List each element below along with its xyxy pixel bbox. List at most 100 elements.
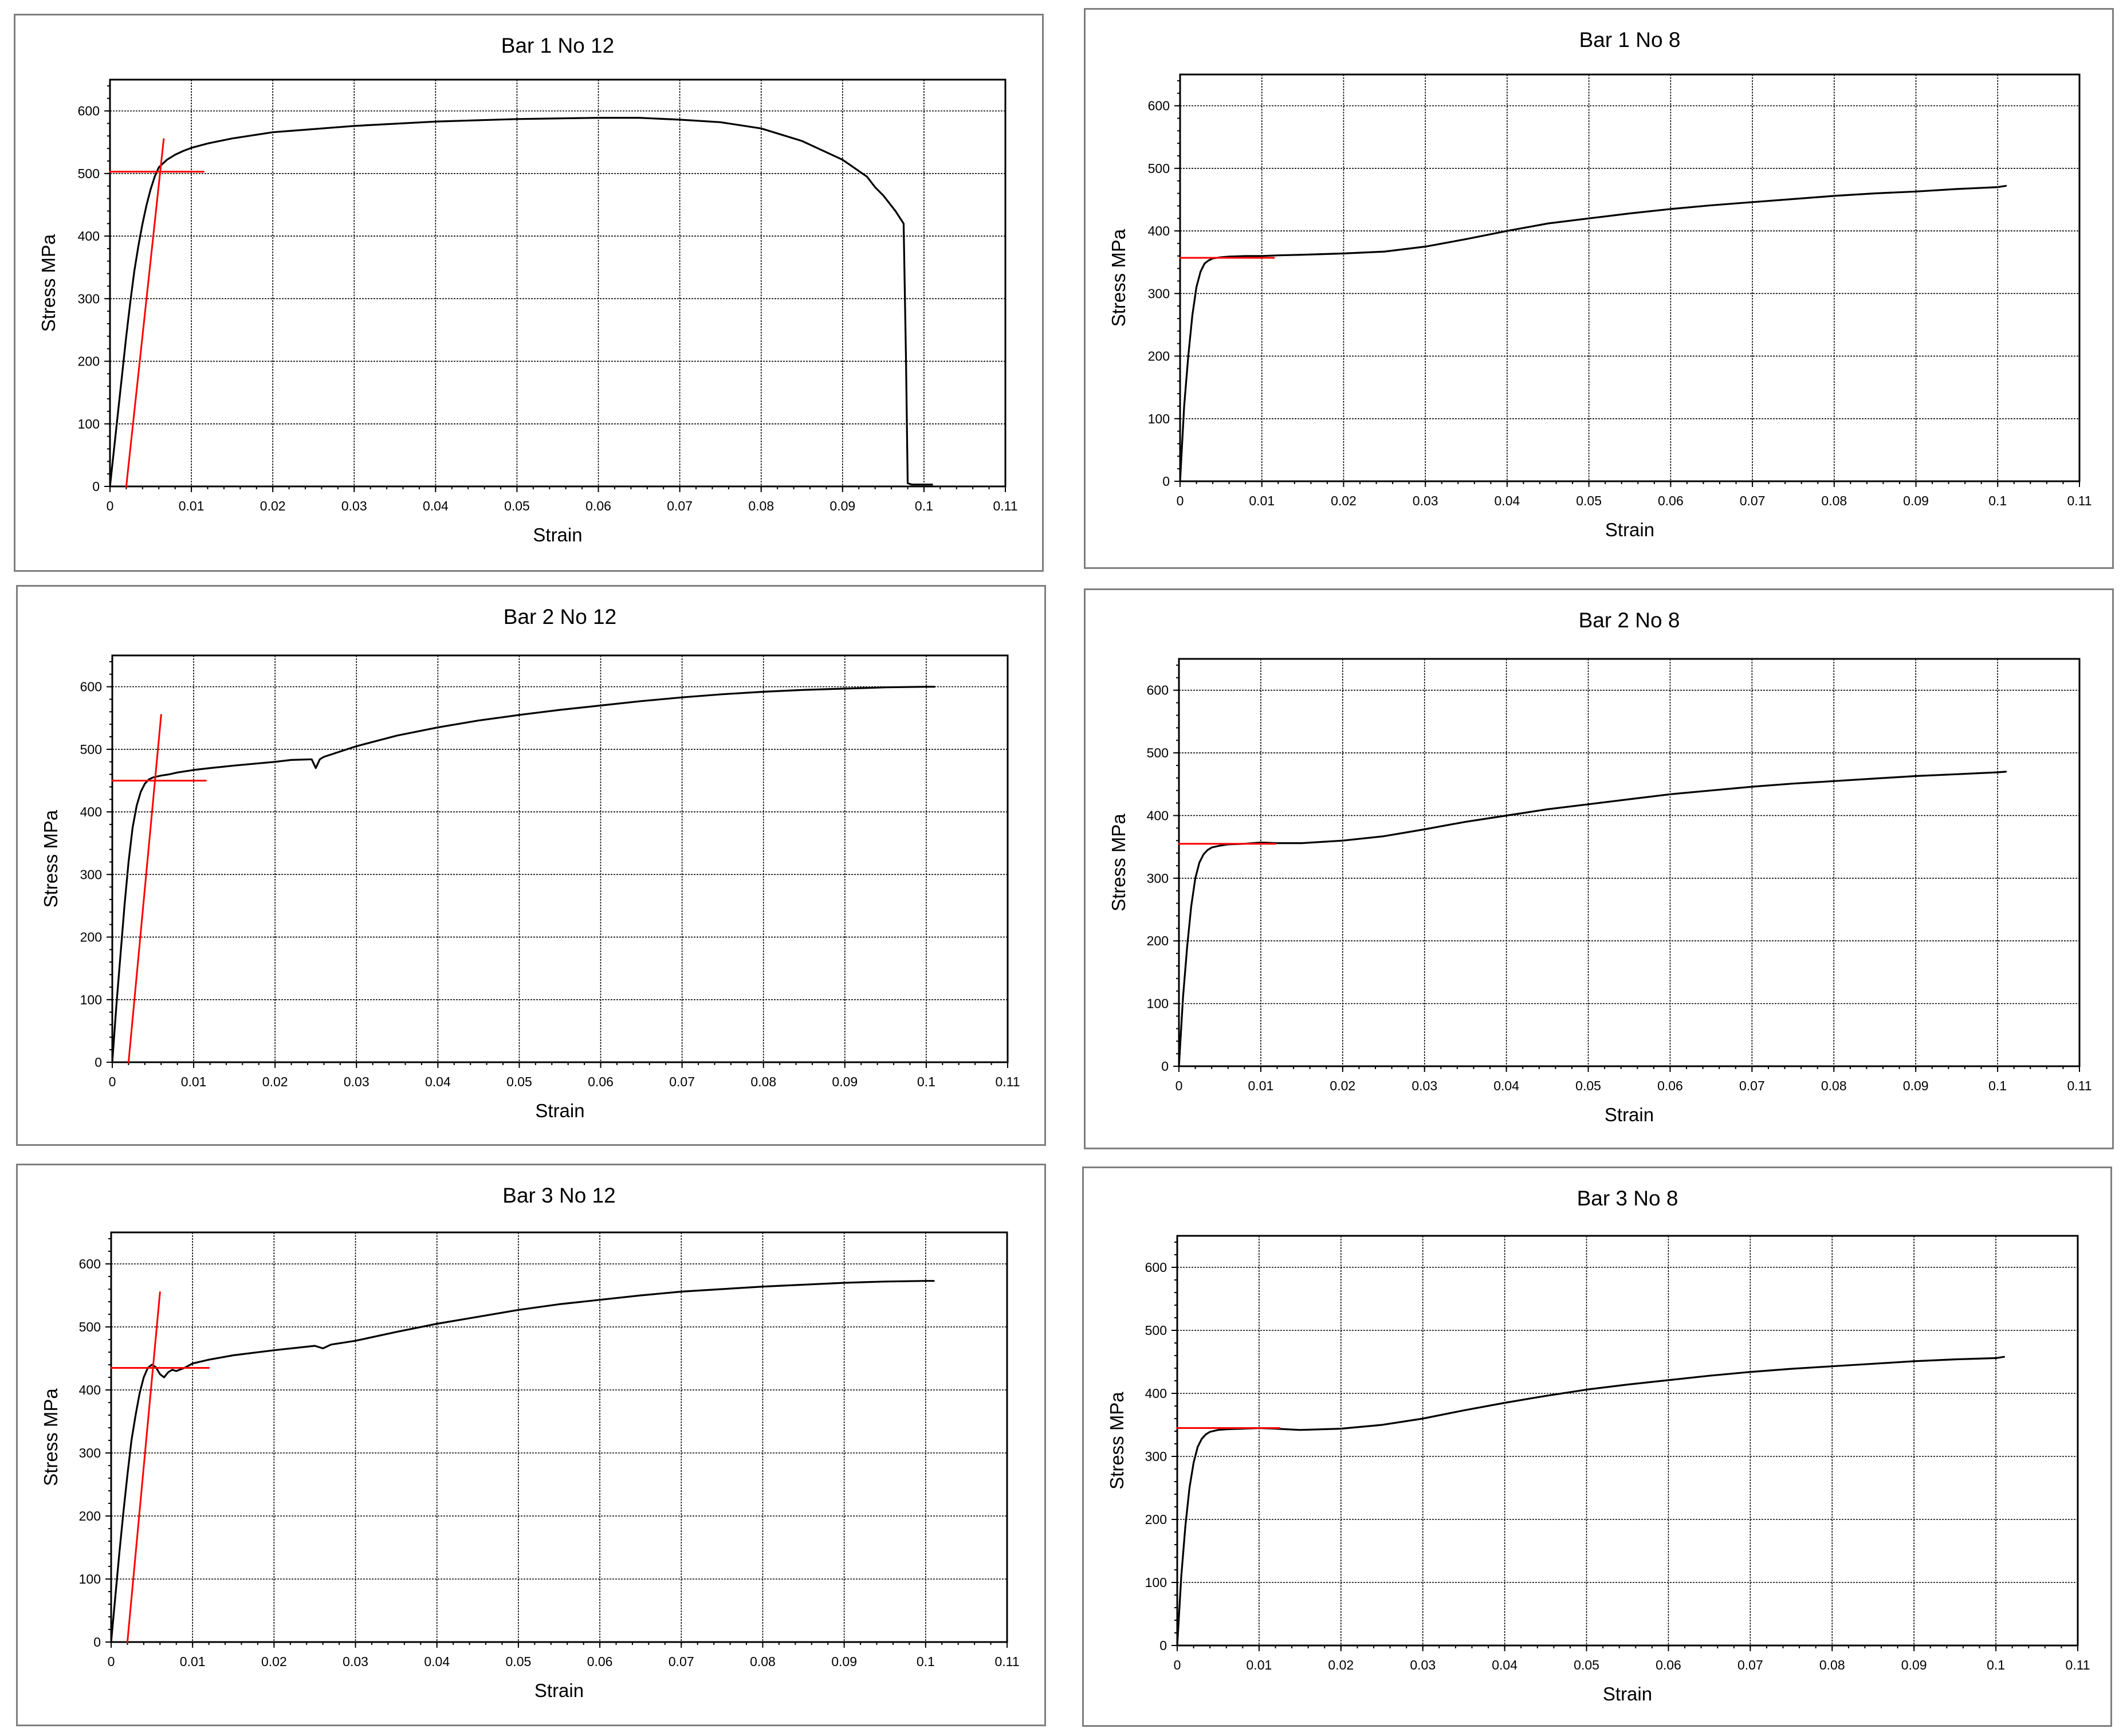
plot-area [1176, 1235, 2079, 1647]
gridlines [112, 655, 1008, 1062]
y-tick-label: 0 [1161, 1059, 1169, 1074]
y-tick-label: 500 [1148, 161, 1170, 176]
x-tick-label: 0.05 [1574, 1658, 1599, 1672]
y-axis-title: Stress MPa [38, 234, 59, 332]
y-tick-label: 200 [80, 930, 102, 945]
x-axis-title: Strain [534, 1680, 584, 1701]
y-tick-label: 100 [80, 992, 102, 1007]
y-axis-title: Stress MPa [40, 1388, 61, 1486]
x-tick-label: 0.02 [260, 498, 286, 513]
chart-title: Bar 2 No 12 [504, 605, 616, 629]
y-tick-label: 500 [1145, 1323, 1167, 1338]
y-tick-label: 300 [80, 867, 102, 882]
y-tick-label: 100 [1148, 411, 1170, 426]
x-tick-label: 0.04 [425, 1074, 451, 1089]
x-tick-label: 0.09 [1903, 1078, 1929, 1093]
y-tick-label: 0 [1162, 474, 1170, 489]
x-tick-label: 0.09 [831, 1654, 857, 1669]
x-axis-title: Strain [1605, 1104, 1654, 1125]
y-tick-label: 600 [79, 1256, 101, 1271]
y-tick-label: 300 [1147, 871, 1169, 886]
x-tick-label: 0.11 [993, 498, 1017, 513]
y-tick-label: 600 [78, 104, 100, 119]
ticks [105, 1238, 1008, 1648]
y-axis-title: Stress MPa [1108, 229, 1129, 327]
y-tick-label: 500 [1147, 745, 1169, 760]
y-tick-label: 0 [1159, 1638, 1167, 1653]
plot-area [109, 78, 1007, 488]
stress-strain-curve [110, 1280, 935, 1643]
x-tick-label: 0.05 [1576, 493, 1602, 508]
stress-strain-curve [109, 117, 933, 488]
x-tick-label: 0.08 [748, 498, 774, 513]
x-tick-label: 0.1 [915, 498, 933, 513]
chart-5: 0 0.01 0.02 0.03 0.04 0.05 0.06 0.07 0.08 0.09 0.1… [16, 1164, 1046, 1726]
ticks [1171, 1242, 2078, 1651]
x-tick-label: 0.01 [181, 1074, 207, 1089]
ticks [1173, 664, 2080, 1072]
x-tick-label: 0.05 [506, 1074, 532, 1089]
ticks [1174, 80, 2080, 487]
construction-line [127, 714, 162, 1063]
y-tick-label: 500 [79, 1319, 101, 1334]
x-tick-label: 0.05 [506, 1654, 532, 1669]
y-tick-label: 300 [78, 291, 100, 306]
y-tick-label: 100 [1147, 996, 1169, 1011]
x-axis-title: Strain [1603, 1683, 1652, 1704]
x-tick-label: 0.11 [995, 1074, 1020, 1089]
y-tick-label: 500 [80, 742, 102, 757]
y-tick-label: 400 [78, 229, 100, 243]
chart-2: 0 0.01 0.02 0.03 0.04 0.05 0.06 0.07 0.08 0.09 0.1… [1084, 8, 2114, 569]
x-tick-label: 0.07 [669, 1074, 695, 1089]
x-tick-label: 0.07 [1740, 493, 1766, 508]
x-tick-label: 0.07 [1739, 1078, 1765, 1093]
y-tick-label: 300 [79, 1446, 101, 1460]
y-axis-title: Stress MPa [1108, 814, 1129, 912]
x-axis-title: Strain [533, 524, 582, 545]
x-tick-label: 0.11 [2065, 1658, 2090, 1672]
stress-strain-curve [1176, 1356, 2006, 1647]
x-tick-label: 0 [109, 1074, 116, 1089]
stress-strain-curve [111, 686, 935, 1063]
x-tick-label: 0.09 [832, 1074, 858, 1089]
x-tick-label: 0.1 [1988, 1078, 2007, 1093]
x-tick-label: 0.11 [2067, 1078, 2091, 1093]
y-tick-label: 600 [1147, 683, 1169, 698]
y-tick-label: 100 [1145, 1575, 1167, 1590]
plot-area [110, 1231, 1008, 1643]
y-tick-label: 500 [78, 166, 100, 181]
x-tick-label: 0.06 [1656, 1658, 1681, 1672]
y-tick-label: 0 [92, 479, 100, 494]
x-tick-label: 0 [107, 498, 114, 513]
x-tick-label: 0.03 [343, 1654, 368, 1669]
chart-title: Bar 1 No 12 [501, 34, 614, 57]
gridlines [1180, 74, 2079, 481]
y-tick-label: 400 [1147, 808, 1169, 823]
x-tick-label: 0.02 [262, 1074, 288, 1089]
x-tick-label: 0.04 [1495, 493, 1520, 508]
y-tick-label: 600 [80, 680, 102, 694]
x-tick-label: 0 [108, 1654, 115, 1669]
x-tick-label: 0.06 [587, 1654, 613, 1669]
x-tick-label: 0.08 [1821, 1078, 1847, 1093]
plot-area [1179, 73, 2081, 482]
y-tick-label: 100 [78, 417, 100, 431]
x-tick-label: 0.1 [1988, 493, 2007, 508]
x-tick-label: 0.07 [669, 1654, 694, 1669]
x-tick-label: 0.07 [1737, 1658, 1763, 1672]
x-tick-label: 0.02 [261, 1654, 287, 1669]
x-tick-label: 0.1 [917, 1074, 935, 1089]
chart-4: 0 0.01 0.02 0.03 0.04 0.05 0.06 0.07 0.08 0.09 0.1… [1084, 588, 2114, 1149]
y-tick-label: 400 [1148, 223, 1170, 238]
construction-line [126, 1291, 161, 1643]
chart-3: 0 0.01 0.02 0.03 0.04 0.05 0.06 0.07 0.08 0.09 0.1… [16, 585, 1046, 1146]
x-tick-label: 0.03 [1410, 1658, 1436, 1672]
x-tick-label: 0.06 [588, 1074, 614, 1089]
y-tick-label: 400 [1145, 1386, 1167, 1401]
y-tick-label: 300 [1145, 1449, 1167, 1464]
chart-title: Bar 3 No 12 [502, 1184, 615, 1207]
x-tick-label: 0 [1177, 493, 1184, 508]
y-tick-label: 200 [79, 1509, 101, 1523]
x-tick-label: 0.05 [1575, 1078, 1601, 1093]
ticks [107, 661, 1008, 1068]
